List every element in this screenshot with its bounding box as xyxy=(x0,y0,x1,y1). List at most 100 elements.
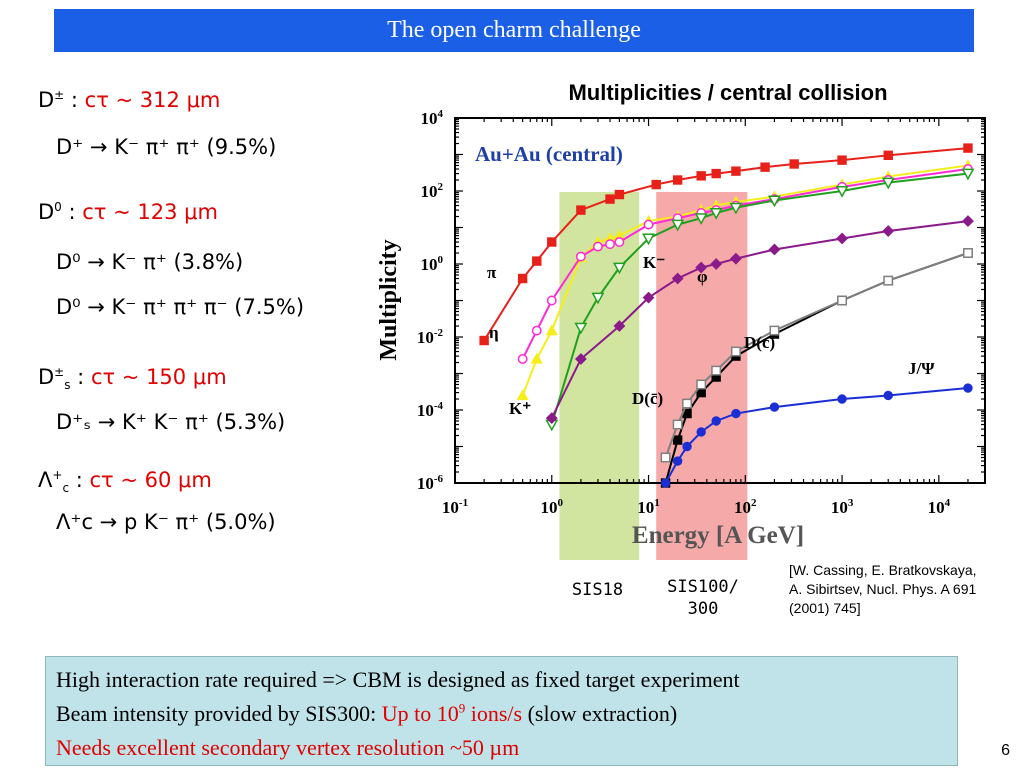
citation: [W. Cassing, E. Bratkovskaya, A. Sibirts… xyxy=(789,562,977,616)
d0-sep: : xyxy=(61,200,83,224)
series-2-point xyxy=(575,251,586,262)
series-7-point xyxy=(883,390,893,401)
summary-line-2: Beam intensity provided by SIS300: Up to… xyxy=(56,697,947,731)
ds-sep: : xyxy=(70,365,91,389)
series-0-point xyxy=(547,237,557,247)
y-tick-label: 104 xyxy=(421,108,444,128)
series-2-point xyxy=(614,237,625,247)
series-0-point xyxy=(605,194,615,204)
series-7-point xyxy=(672,456,683,466)
series-3-point xyxy=(709,208,723,220)
multiplicity-chart: 10-1 100 101 102 103 104 10-6 10-4 10-2 100 102 104… xyxy=(376,80,986,560)
series-0-point xyxy=(614,189,625,200)
series-4-point xyxy=(730,252,742,265)
series-6-line xyxy=(664,252,969,458)
series-4-point xyxy=(768,243,781,256)
lc-lifetime: Λ+c : cτ ~ 60 μm xyxy=(38,468,212,496)
summary-line-3: Needs excellent secondary vertex resolut… xyxy=(56,735,520,760)
series-5-point xyxy=(672,435,683,445)
series-2-point xyxy=(643,219,654,230)
series-label-3: K⁻ xyxy=(643,253,665,272)
series-label-5: D(c) xyxy=(744,333,775,352)
series-0-point xyxy=(672,175,683,185)
d0-lifetime: D0 : cτ ~ 123 μm xyxy=(38,200,218,224)
dpm-charge: ± xyxy=(54,88,65,102)
series-2-point xyxy=(546,295,557,306)
series-label-2: K⁺ xyxy=(509,399,531,418)
d0-name: D xyxy=(38,200,55,224)
sis18-label: SIS18 xyxy=(571,580,624,600)
series-1-point xyxy=(530,352,543,364)
series-6-point xyxy=(682,398,692,409)
series-0-point xyxy=(731,166,741,176)
dpm-name: D xyxy=(38,88,55,112)
ds-ctau: cτ ~ 150 μm xyxy=(90,365,227,389)
series-3-point xyxy=(767,195,781,208)
lc-decay-mode: Λ⁺c → p K⁻ π⁺ (5.0%) xyxy=(56,510,276,534)
series-3-point xyxy=(881,177,895,190)
series-3-point xyxy=(574,322,588,335)
series-label-4: φ xyxy=(697,267,708,286)
series-label-1: η xyxy=(489,323,499,342)
series-3-point xyxy=(729,202,743,215)
summary-line-2-suffix: (slow extraction) xyxy=(522,701,678,726)
y-tick-label: 100 xyxy=(421,254,444,274)
page-number: 6 xyxy=(1001,742,1010,759)
series-0-point xyxy=(837,155,847,165)
series-1-point xyxy=(516,389,529,401)
series-4-point xyxy=(962,215,974,227)
d0-decay-mode-1: D⁰ → K⁻ π⁺ (3.8%) xyxy=(56,250,244,274)
d0-ctau: cτ ~ 123 μm xyxy=(82,200,218,224)
series-0-point xyxy=(711,168,721,179)
y-tick-label: 10-4 xyxy=(417,400,444,420)
series-7-point xyxy=(696,427,706,437)
series-0-point xyxy=(479,335,489,346)
series-7-point xyxy=(711,416,721,426)
summary-line-2-prefix: Beam intensity provided by SIS300: xyxy=(56,701,382,726)
summary-box: High interaction rate required => CBM is… xyxy=(45,656,958,766)
d0-decay-mode-2: D⁰ → K⁻ π⁺ π⁺ π⁻ (7.5%) xyxy=(56,295,305,319)
energy-band-sis100 xyxy=(656,192,748,560)
ds-name: D xyxy=(38,365,55,389)
x-tick-label: 10-1 xyxy=(442,497,468,517)
series-6-point xyxy=(837,295,848,306)
series-3-point xyxy=(694,213,708,225)
lc-charge: + xyxy=(52,468,63,482)
y-tick-label: 102 xyxy=(421,181,444,201)
lc-name: Λ xyxy=(38,468,53,492)
ion-rate-base: Up to 10 xyxy=(381,701,459,726)
dpm-ctau: cτ ~ 312 μm xyxy=(84,88,221,112)
series-3-point xyxy=(961,168,975,181)
dpm-decay-mode: D⁺ → K⁻ π⁺ π⁺ (9.5%) xyxy=(56,135,277,159)
ion-rate-exp: 9 xyxy=(458,700,466,716)
series-2-point xyxy=(605,239,615,250)
sis100-label-line2: 300 xyxy=(687,599,719,619)
dpm-sep: : xyxy=(64,88,85,112)
dpm-lifetime: D± : cτ ~ 312 μm xyxy=(38,88,220,112)
series-2-point xyxy=(531,325,542,336)
series-0-point xyxy=(517,273,528,284)
series-2-point xyxy=(592,241,603,252)
series-7-point xyxy=(769,402,780,412)
series-6-point xyxy=(660,452,671,463)
series-7-point xyxy=(837,394,847,404)
series-0-point xyxy=(651,179,661,190)
ds-lifetime: D±s : cτ ~ 150 μm xyxy=(38,365,227,391)
y-tick-label: 10-6 xyxy=(417,473,444,493)
series-7-point xyxy=(731,408,741,419)
lc-sub: c xyxy=(62,481,70,496)
series-4-line xyxy=(550,220,969,419)
series-3-point xyxy=(612,262,626,275)
series-0-point xyxy=(789,159,799,169)
x-tick-label: 100 xyxy=(541,497,564,517)
series-0-point xyxy=(696,171,706,181)
slide-title: The open charm challenge xyxy=(54,9,974,52)
x-tick-label: 103 xyxy=(831,497,854,517)
series-7-point xyxy=(660,478,671,488)
sis100-label: SIS100/ 300 xyxy=(651,576,755,620)
series-0-point xyxy=(532,256,542,266)
series-0-point xyxy=(963,143,973,153)
series-0-point xyxy=(576,205,586,215)
series-4-point xyxy=(882,225,895,237)
chart-subtitle: Au+Au (central) xyxy=(475,142,623,166)
